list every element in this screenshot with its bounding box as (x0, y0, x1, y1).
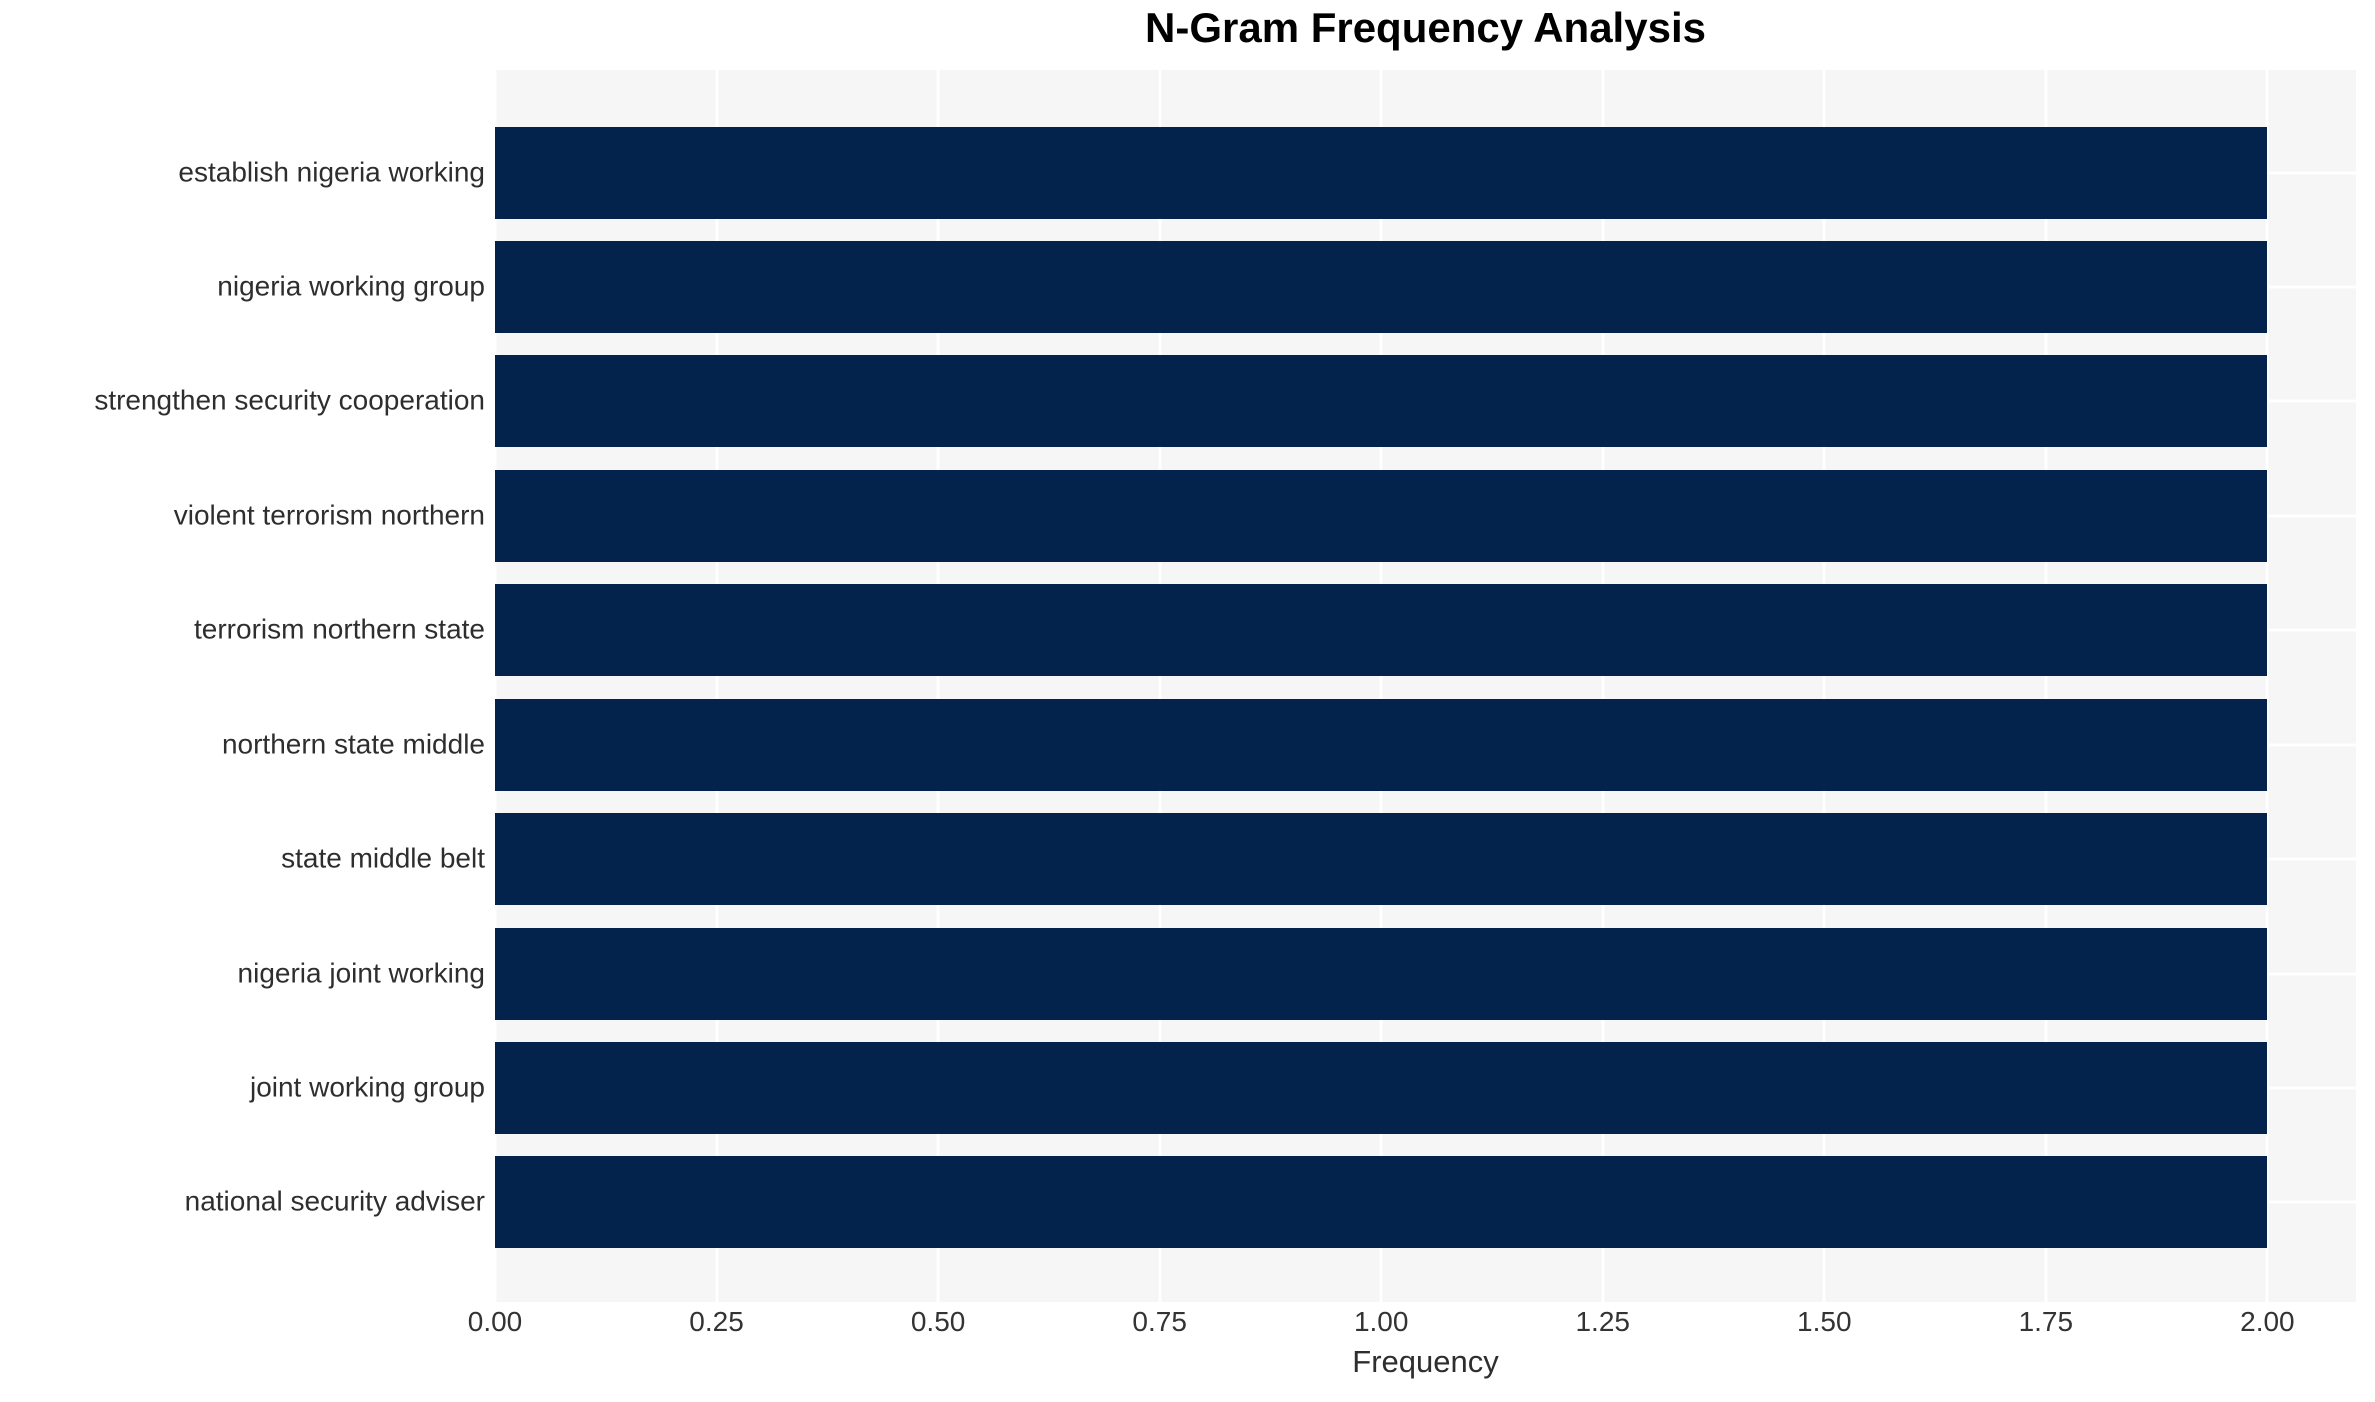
category-label: strengthen security cooperation (94, 384, 485, 416)
gridline-vertical (493, 70, 497, 1302)
frequency-bar (495, 126, 2268, 219)
x-tick-label: 0.00 (467, 1306, 523, 1337)
frequency-bar (495, 698, 2268, 791)
frequency-bar (495, 355, 2268, 448)
frequency-bar (495, 469, 2268, 562)
gridline-vertical (1601, 70, 1605, 1302)
gridline-vertical (936, 70, 940, 1302)
frequency-bar (495, 584, 2268, 677)
x-tick-label: 0.25 (689, 1306, 744, 1337)
frequency-bar (495, 1041, 2268, 1134)
x-tick-label: 2.00 (2240, 1306, 2295, 1337)
gridline-vertical (1822, 70, 1826, 1302)
frequency-bar (495, 240, 2268, 333)
x-tick-label: 0.50 (910, 1306, 966, 1337)
y-axis-labels: establish nigeria working nigeria working… (0, 70, 485, 1302)
category-label: national security adviser (184, 1185, 485, 1217)
frequency-bar (495, 927, 2268, 1020)
x-tick-label: 0.75 (1132, 1306, 1187, 1337)
category-label: nigeria working group (217, 270, 485, 302)
gridline-vertical (1379, 70, 1383, 1302)
chart-title: N-Gram Frequency Analysis (1145, 4, 1706, 51)
category-label: nigeria joint working (237, 956, 485, 988)
x-tick-label: 1.25 (1575, 1306, 1630, 1337)
x-tick-label: 1.75 (2018, 1306, 2074, 1337)
x-tick-label: 1.00 (1353, 1306, 1409, 1337)
plot-area (493, 70, 2356, 1302)
category-label: terrorism northern state (194, 613, 485, 645)
gridline-vertical (2044, 70, 2048, 1302)
category-label: violent terrorism northern (173, 499, 485, 531)
frequency-bar (495, 813, 2268, 906)
gridline-vertical (1158, 70, 1162, 1302)
gridline-vertical (715, 70, 719, 1302)
category-label: northern state middle (221, 728, 485, 760)
x-axis-label: Frequency (1352, 1344, 1499, 1379)
x-tick-label: 1.50 (1797, 1306, 1852, 1337)
frequency-bar (495, 1156, 2268, 1249)
category-label: establish nigeria working (178, 155, 485, 187)
category-label: joint working group (249, 1071, 485, 1103)
category-label: state middle belt (281, 842, 485, 874)
gridline-vertical (2265, 70, 2269, 1302)
